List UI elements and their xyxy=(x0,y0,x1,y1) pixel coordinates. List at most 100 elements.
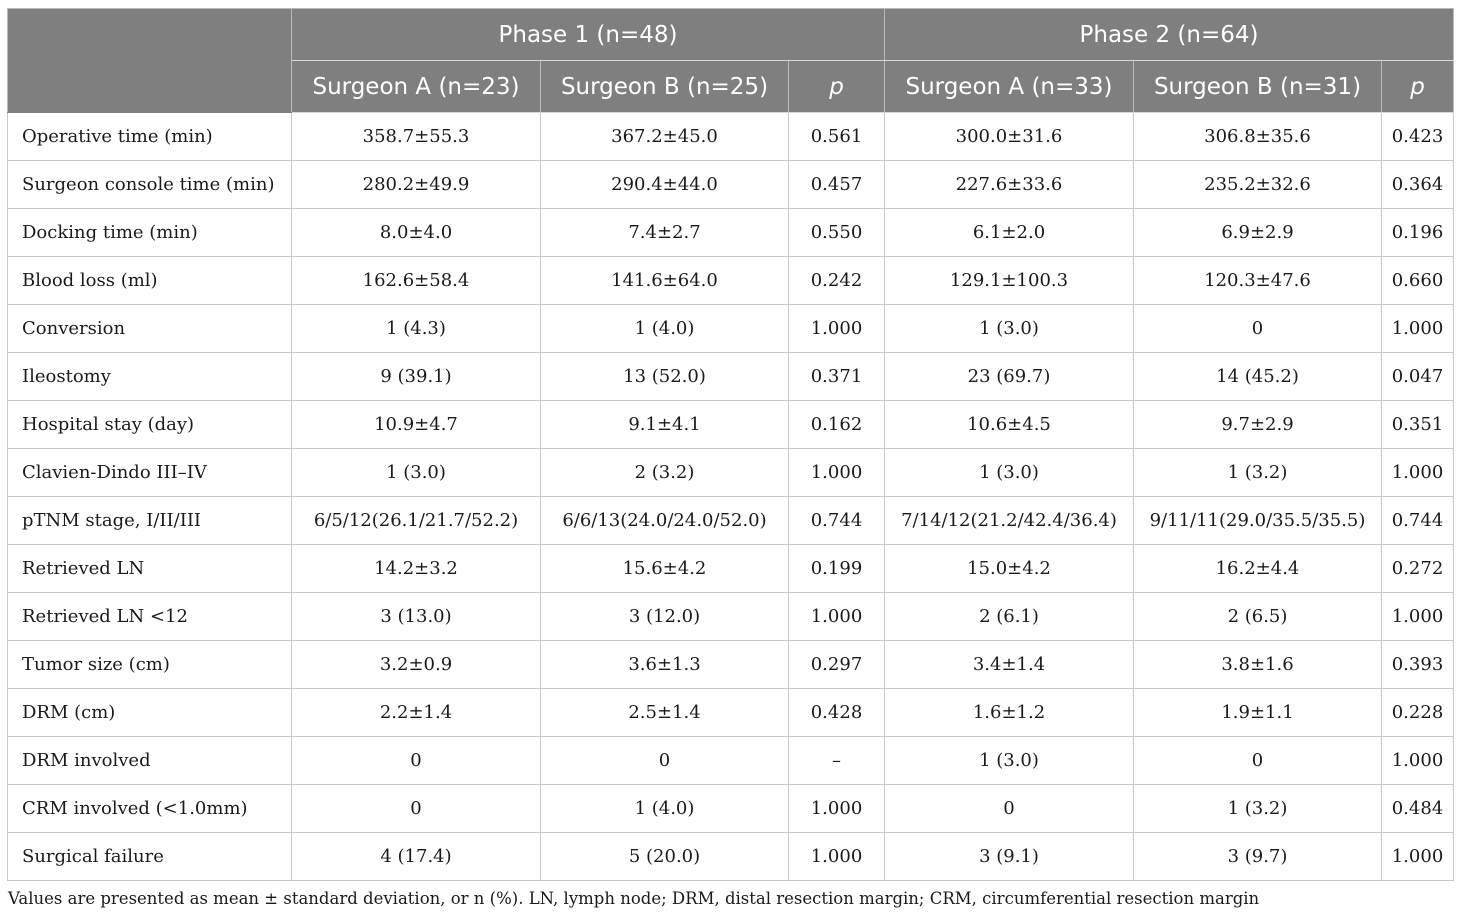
row-label: Tumor size (cm) xyxy=(7,640,292,689)
p1-p-value: 0.199 xyxy=(788,544,885,593)
p1-p-value: 0.371 xyxy=(788,352,885,401)
header-row-groups: Surgeon A (n=23) Surgeon B (n=25) p Surg… xyxy=(8,60,1454,113)
table-row: Surgical failure 4 (17.4) 5 (20.0) 1.000 3 (… xyxy=(7,832,1454,881)
p2-surgeon-b-value: 0 xyxy=(1133,736,1382,785)
p1-p-value: 0.242 xyxy=(788,256,885,305)
p2-surgeon-b-value: 235.2±32.6 xyxy=(1133,160,1382,209)
header-p1-surgeon-b: Surgeon B (n=25) xyxy=(540,60,789,113)
results-table: Phase 1 (n=48) Phase 2 (n=64) Surgeon A … xyxy=(7,8,1454,881)
p1-surgeon-b-value: 1 (4.0) xyxy=(540,784,789,833)
p2-p-value: 0.423 xyxy=(1381,112,1454,161)
p1-surgeon-a-value: 4 (17.4) xyxy=(291,832,541,881)
p2-surgeon-a-value: 2 (6.1) xyxy=(884,592,1134,641)
table-row: Ileostomy 9 (39.1) 13 (52.0) 0.371 23 (69.7)… xyxy=(7,352,1454,401)
table-row: CRM involved (<1.0mm) 0 1 (4.0) 1.000 0 1 (3.… xyxy=(7,784,1454,833)
p1-p-value: 0.428 xyxy=(788,688,885,737)
row-label: Conversion xyxy=(7,304,292,353)
row-label: Ileostomy xyxy=(7,352,292,401)
p1-surgeon-a-value: 358.7±55.3 xyxy=(291,112,541,161)
row-label: DRM (cm) xyxy=(7,688,292,737)
p2-surgeon-b-value: 16.2±4.4 xyxy=(1133,544,1382,593)
table-row: DRM involved 0 0–1 (3.0) 0 1.000 xyxy=(7,736,1454,785)
p1-p-value: 0.297 xyxy=(788,640,885,689)
p2-surgeon-a-value: 129.1±100.3 xyxy=(884,256,1134,305)
row-label: Retrieved LN <12 xyxy=(7,592,292,641)
p1-surgeon-b-value: 5 (20.0) xyxy=(540,832,789,881)
p2-surgeon-b-value: 306.8±35.6 xyxy=(1133,112,1382,161)
p2-p-value: 0.351 xyxy=(1381,400,1454,449)
header-phase-1: Phase 1 (n=48) xyxy=(291,8,885,61)
row-label: Surgical failure xyxy=(7,832,292,881)
p2-surgeon-a-value: 3.4±1.4 xyxy=(884,640,1134,689)
p2-surgeon-a-value: 0 xyxy=(884,784,1134,833)
row-label: Operative time (min) xyxy=(7,112,292,161)
p2-surgeon-a-value: 1 (3.0) xyxy=(884,736,1134,785)
p1-surgeon-b-value: 367.2±45.0 xyxy=(540,112,789,161)
row-label: Docking time (min) xyxy=(7,208,292,257)
p2-p-value: 0.660 xyxy=(1381,256,1454,305)
table-header: Phase 1 (n=48) Phase 2 (n=64) Surgeon A … xyxy=(7,8,1454,113)
p1-surgeon-b-value: 2 (3.2) xyxy=(540,448,789,497)
table-row: Surgeon console time (min) 280.2±49.9 290.… xyxy=(7,160,1454,209)
p2-surgeon-a-value: 1.6±1.2 xyxy=(884,688,1134,737)
p1-p-value: 0.561 xyxy=(788,112,885,161)
p2-surgeon-a-value: 6.1±2.0 xyxy=(884,208,1134,257)
header-phase-2: Phase 2 (n=64) xyxy=(884,8,1454,61)
p1-p-value: 1.000 xyxy=(788,304,885,353)
table-row: Retrieved LN <12 3 (13.0) 3 (12.0) 1.000 2 (… xyxy=(7,592,1454,641)
p1-p-value: 0.162 xyxy=(788,400,885,449)
p2-surgeon-a-value: 23 (69.7) xyxy=(884,352,1134,401)
row-label: Blood loss (ml) xyxy=(7,256,292,305)
p1-surgeon-a-value: 6/5/12(26.1/21.7/52.2) xyxy=(291,496,541,545)
p2-surgeon-b-value: 6.9±2.9 xyxy=(1133,208,1382,257)
p2-surgeon-b-value: 3 (9.7) xyxy=(1133,832,1382,881)
p1-surgeon-b-value: 2.5±1.4 xyxy=(540,688,789,737)
p1-surgeon-a-value: 0 xyxy=(291,784,541,833)
p2-surgeon-b-value: 14 (45.2) xyxy=(1133,352,1382,401)
p1-surgeon-b-value: 15.6±4.2 xyxy=(540,544,789,593)
p1-p-value: – xyxy=(788,736,885,785)
table-row: Clavien-Dindo III–IV 1 (3.0) 2 (3.2) 1.000 1… xyxy=(7,448,1454,497)
p2-p-value: 0.484 xyxy=(1381,784,1454,833)
p1-surgeon-a-value: 14.2±3.2 xyxy=(291,544,541,593)
p2-surgeon-b-value: 9.7±2.9 xyxy=(1133,400,1382,449)
p2-p-value: 0.744 xyxy=(1381,496,1454,545)
table-body: Operative time (min) 358.7±55.3 367.2±45.0… xyxy=(7,112,1454,881)
p2-p-value: 0.047 xyxy=(1381,352,1454,401)
row-label: Hospital stay (day) xyxy=(7,400,292,449)
p1-surgeon-b-value: 141.6±64.0 xyxy=(540,256,789,305)
p1-surgeon-b-value: 13 (52.0) xyxy=(540,352,789,401)
table-row: Hospital stay (day) 10.9±4.7 9.1±4.1 0.162 1… xyxy=(7,400,1454,449)
header-corner-cell xyxy=(7,8,292,113)
p2-surgeon-b-value: 1.9±1.1 xyxy=(1133,688,1382,737)
p2-surgeon-b-value: 120.3±47.6 xyxy=(1133,256,1382,305)
p2-p-value: 0.196 xyxy=(1381,208,1454,257)
p1-surgeon-a-value: 9 (39.1) xyxy=(291,352,541,401)
p1-surgeon-b-value: 3.6±1.3 xyxy=(540,640,789,689)
header-p2-surgeon-a: Surgeon A (n=33) xyxy=(884,60,1134,113)
table-row: Blood loss (ml) 162.6±58.4 141.6±64.0 0.242… xyxy=(7,256,1454,305)
p1-p-value: 0.457 xyxy=(788,160,885,209)
p2-surgeon-a-value: 227.6±33.6 xyxy=(884,160,1134,209)
p1-surgeon-a-value: 162.6±58.4 xyxy=(291,256,541,305)
p2-surgeon-a-value: 1 (3.0) xyxy=(884,304,1134,353)
p1-p-value: 1.000 xyxy=(788,448,885,497)
row-label: Clavien-Dindo III–IV xyxy=(7,448,292,497)
p2-surgeon-b-value: 3.8±1.6 xyxy=(1133,640,1382,689)
p2-surgeon-b-value: 0 xyxy=(1133,304,1382,353)
header-p2-surgeon-b: Surgeon B (n=31) xyxy=(1133,60,1382,113)
p1-p-value: 1.000 xyxy=(788,592,885,641)
p2-p-value: 1.000 xyxy=(1381,304,1454,353)
p2-p-value: 0.272 xyxy=(1381,544,1454,593)
row-label: DRM involved xyxy=(7,736,292,785)
table-footnote: Values are presented as mean ± standard … xyxy=(8,889,1260,908)
row-label: pTNM stage, I/II/III xyxy=(7,496,292,545)
p2-surgeon-b-value: 9/11/11(29.0/35.5/35.5) xyxy=(1133,496,1382,545)
table-row: Retrieved LN 14.2±3.2 15.6±4.2 0.199 15.0±4.… xyxy=(7,544,1454,593)
p2-p-value: 1.000 xyxy=(1381,736,1454,785)
header-p2-p-value: p xyxy=(1381,60,1454,113)
row-label: Retrieved LN xyxy=(7,544,292,593)
p1-surgeon-b-value: 9.1±4.1 xyxy=(540,400,789,449)
p1-surgeon-a-value: 10.9±4.7 xyxy=(291,400,541,449)
p2-surgeon-a-value: 1 (3.0) xyxy=(884,448,1134,497)
